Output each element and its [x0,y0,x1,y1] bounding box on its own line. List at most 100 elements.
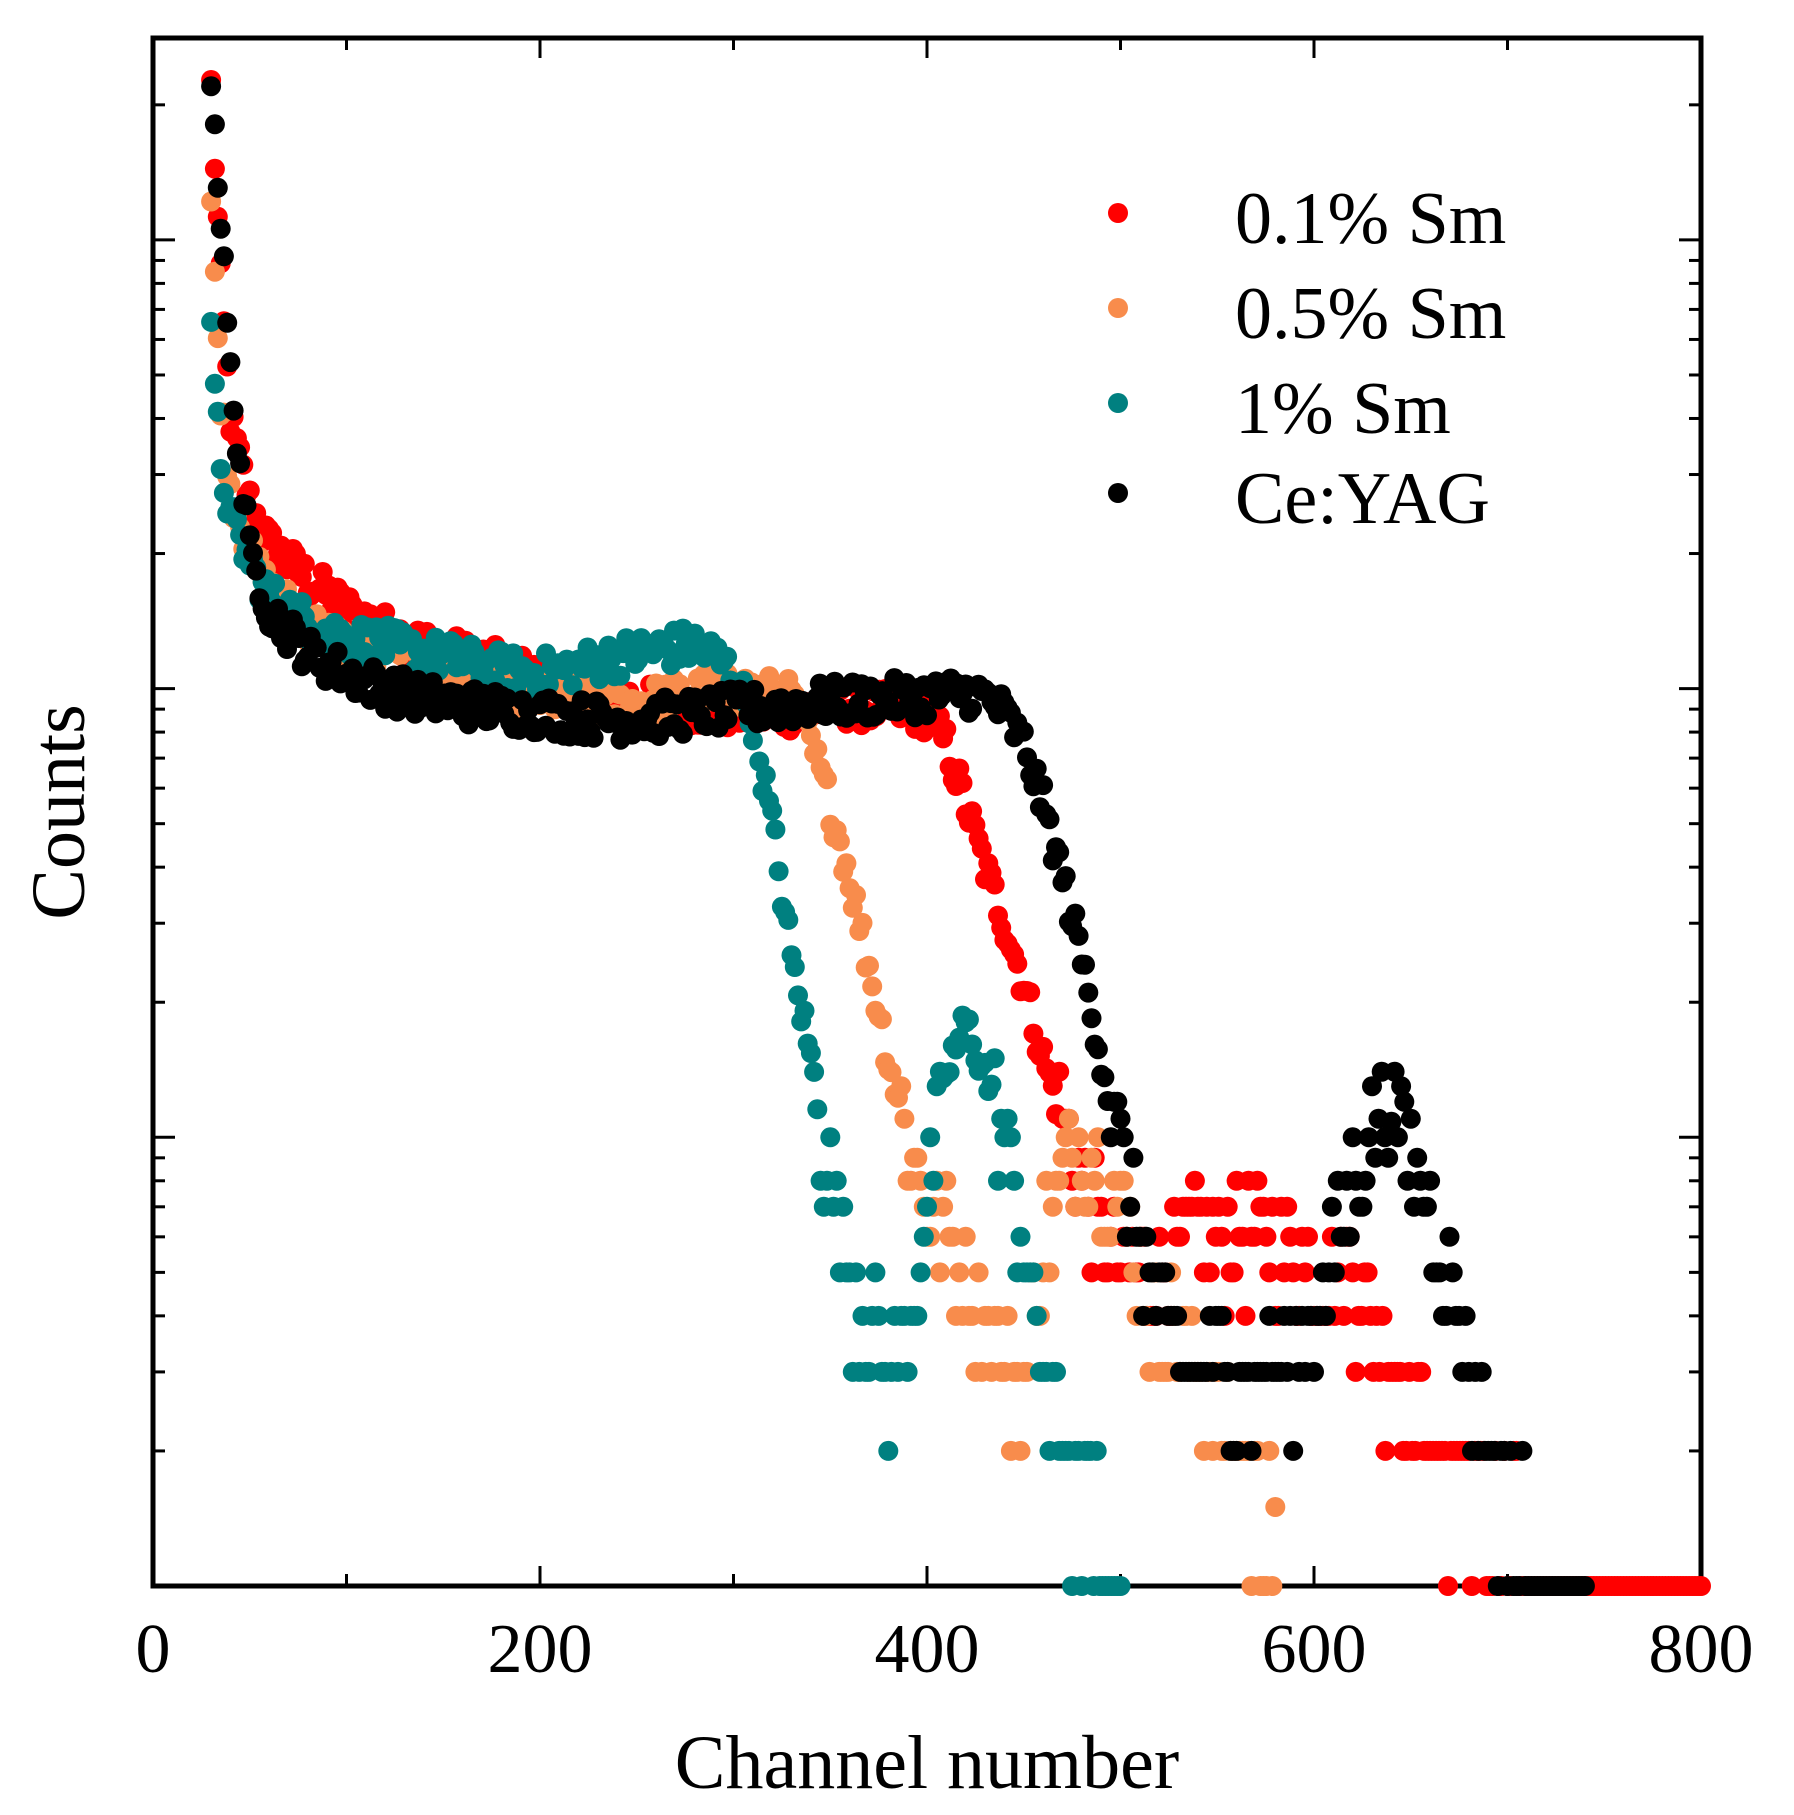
data-point [1324,1262,1345,1283]
data-point [1026,758,1047,779]
data-point [1372,1305,1393,1326]
data-point [1461,1576,1482,1596]
legend-marker-0-5-sm [1108,298,1128,318]
data-point [836,853,857,874]
data-point [1123,1262,1144,1283]
data-point [1211,1226,1232,1247]
data-point [852,912,873,933]
data-point [610,665,631,686]
data-point [820,1127,841,1148]
data-point [226,509,247,530]
x-tick-label: 800 [1649,1611,1754,1688]
data-point [881,1062,902,1083]
legend-label-0-5-sm: 0.5% Sm [1235,273,1506,355]
data-point [981,1074,1002,1095]
data-point [1026,1305,1047,1326]
data-point [865,1262,886,1283]
data-point [1262,1576,1283,1596]
data-point [223,400,244,421]
data-point [1211,1305,1232,1326]
data-point [1181,1305,1202,1326]
data-point [230,453,251,474]
data-point [807,1099,828,1120]
data-point [988,1170,1008,1191]
data-point [917,1196,937,1217]
data-point [1342,1127,1363,1148]
data-point [1042,1196,1063,1217]
data-point [1574,1576,1595,1596]
data-point [1247,1170,1268,1191]
data-point [868,1305,889,1326]
data-point [717,709,738,729]
data-point [1081,1008,1102,1029]
data-point [1155,1262,1176,1283]
data-point [891,1076,912,1097]
data-point [1226,1440,1247,1461]
data-point [571,690,592,711]
data-point [778,909,799,930]
data-point [1184,1170,1205,1191]
data-point [936,719,957,739]
data-point [1298,1226,1318,1247]
data-point [207,401,228,422]
data-point [1078,1196,1099,1217]
data-point [1013,721,1034,742]
x-tick-label: 400 [875,1611,980,1688]
data-point [1049,1170,1070,1191]
data-point [1256,1226,1277,1247]
data-point [207,177,228,198]
legend-entry-1-sm: 1% Sm [1108,368,1451,450]
data-point [1087,1039,1108,1060]
data-point [1055,866,1076,887]
x-tick-label: 0 [136,1611,171,1688]
data-point [1355,1170,1376,1191]
data-point [762,800,783,821]
data-point [878,1440,899,1461]
data-point [1217,1196,1238,1217]
data-point [1416,1196,1437,1217]
data-point [1033,775,1054,796]
data-point [246,560,267,581]
data-point [1010,1226,1031,1247]
data-point [939,1062,960,1083]
data-point [1167,1305,1188,1326]
data-point [239,525,260,546]
data-point [788,985,808,1006]
data-point [1065,903,1086,924]
data-point [1023,1262,1044,1283]
data-point [204,158,225,179]
data-point [962,1034,983,1055]
legend-label-ce-yag: Ce:YAG [1235,458,1490,540]
data-point [929,1262,950,1283]
data-point [907,1147,928,1168]
data-point [949,1262,970,1283]
data-point [1170,1226,1190,1247]
data-point [1339,1226,1360,1247]
data-point [1283,1440,1304,1461]
data-point [583,727,604,748]
data-point [306,637,327,658]
x-axis-title: Channel number [675,1721,1179,1805]
data-point [1062,1147,1083,1168]
data-point [804,1061,825,1082]
data-point [204,373,225,394]
data-point [1094,1067,1115,1088]
data-point [236,495,257,516]
data-point [1375,1440,1396,1461]
data-point [958,1009,979,1030]
x-tick-label: 600 [1262,1611,1367,1688]
y-axis-title: Counts [17,704,101,919]
data-point [201,76,222,97]
data-point [765,819,786,840]
data-point [327,641,348,662]
data-point [1358,1127,1379,1148]
data-point [1033,1036,1054,1057]
data-point [1411,1361,1432,1382]
data-point [984,874,1005,895]
data-point [1420,1170,1441,1191]
data-point [1407,1147,1428,1168]
data-point [1084,1170,1105,1191]
data-point [1100,1226,1121,1247]
data-point [1295,1262,1316,1283]
